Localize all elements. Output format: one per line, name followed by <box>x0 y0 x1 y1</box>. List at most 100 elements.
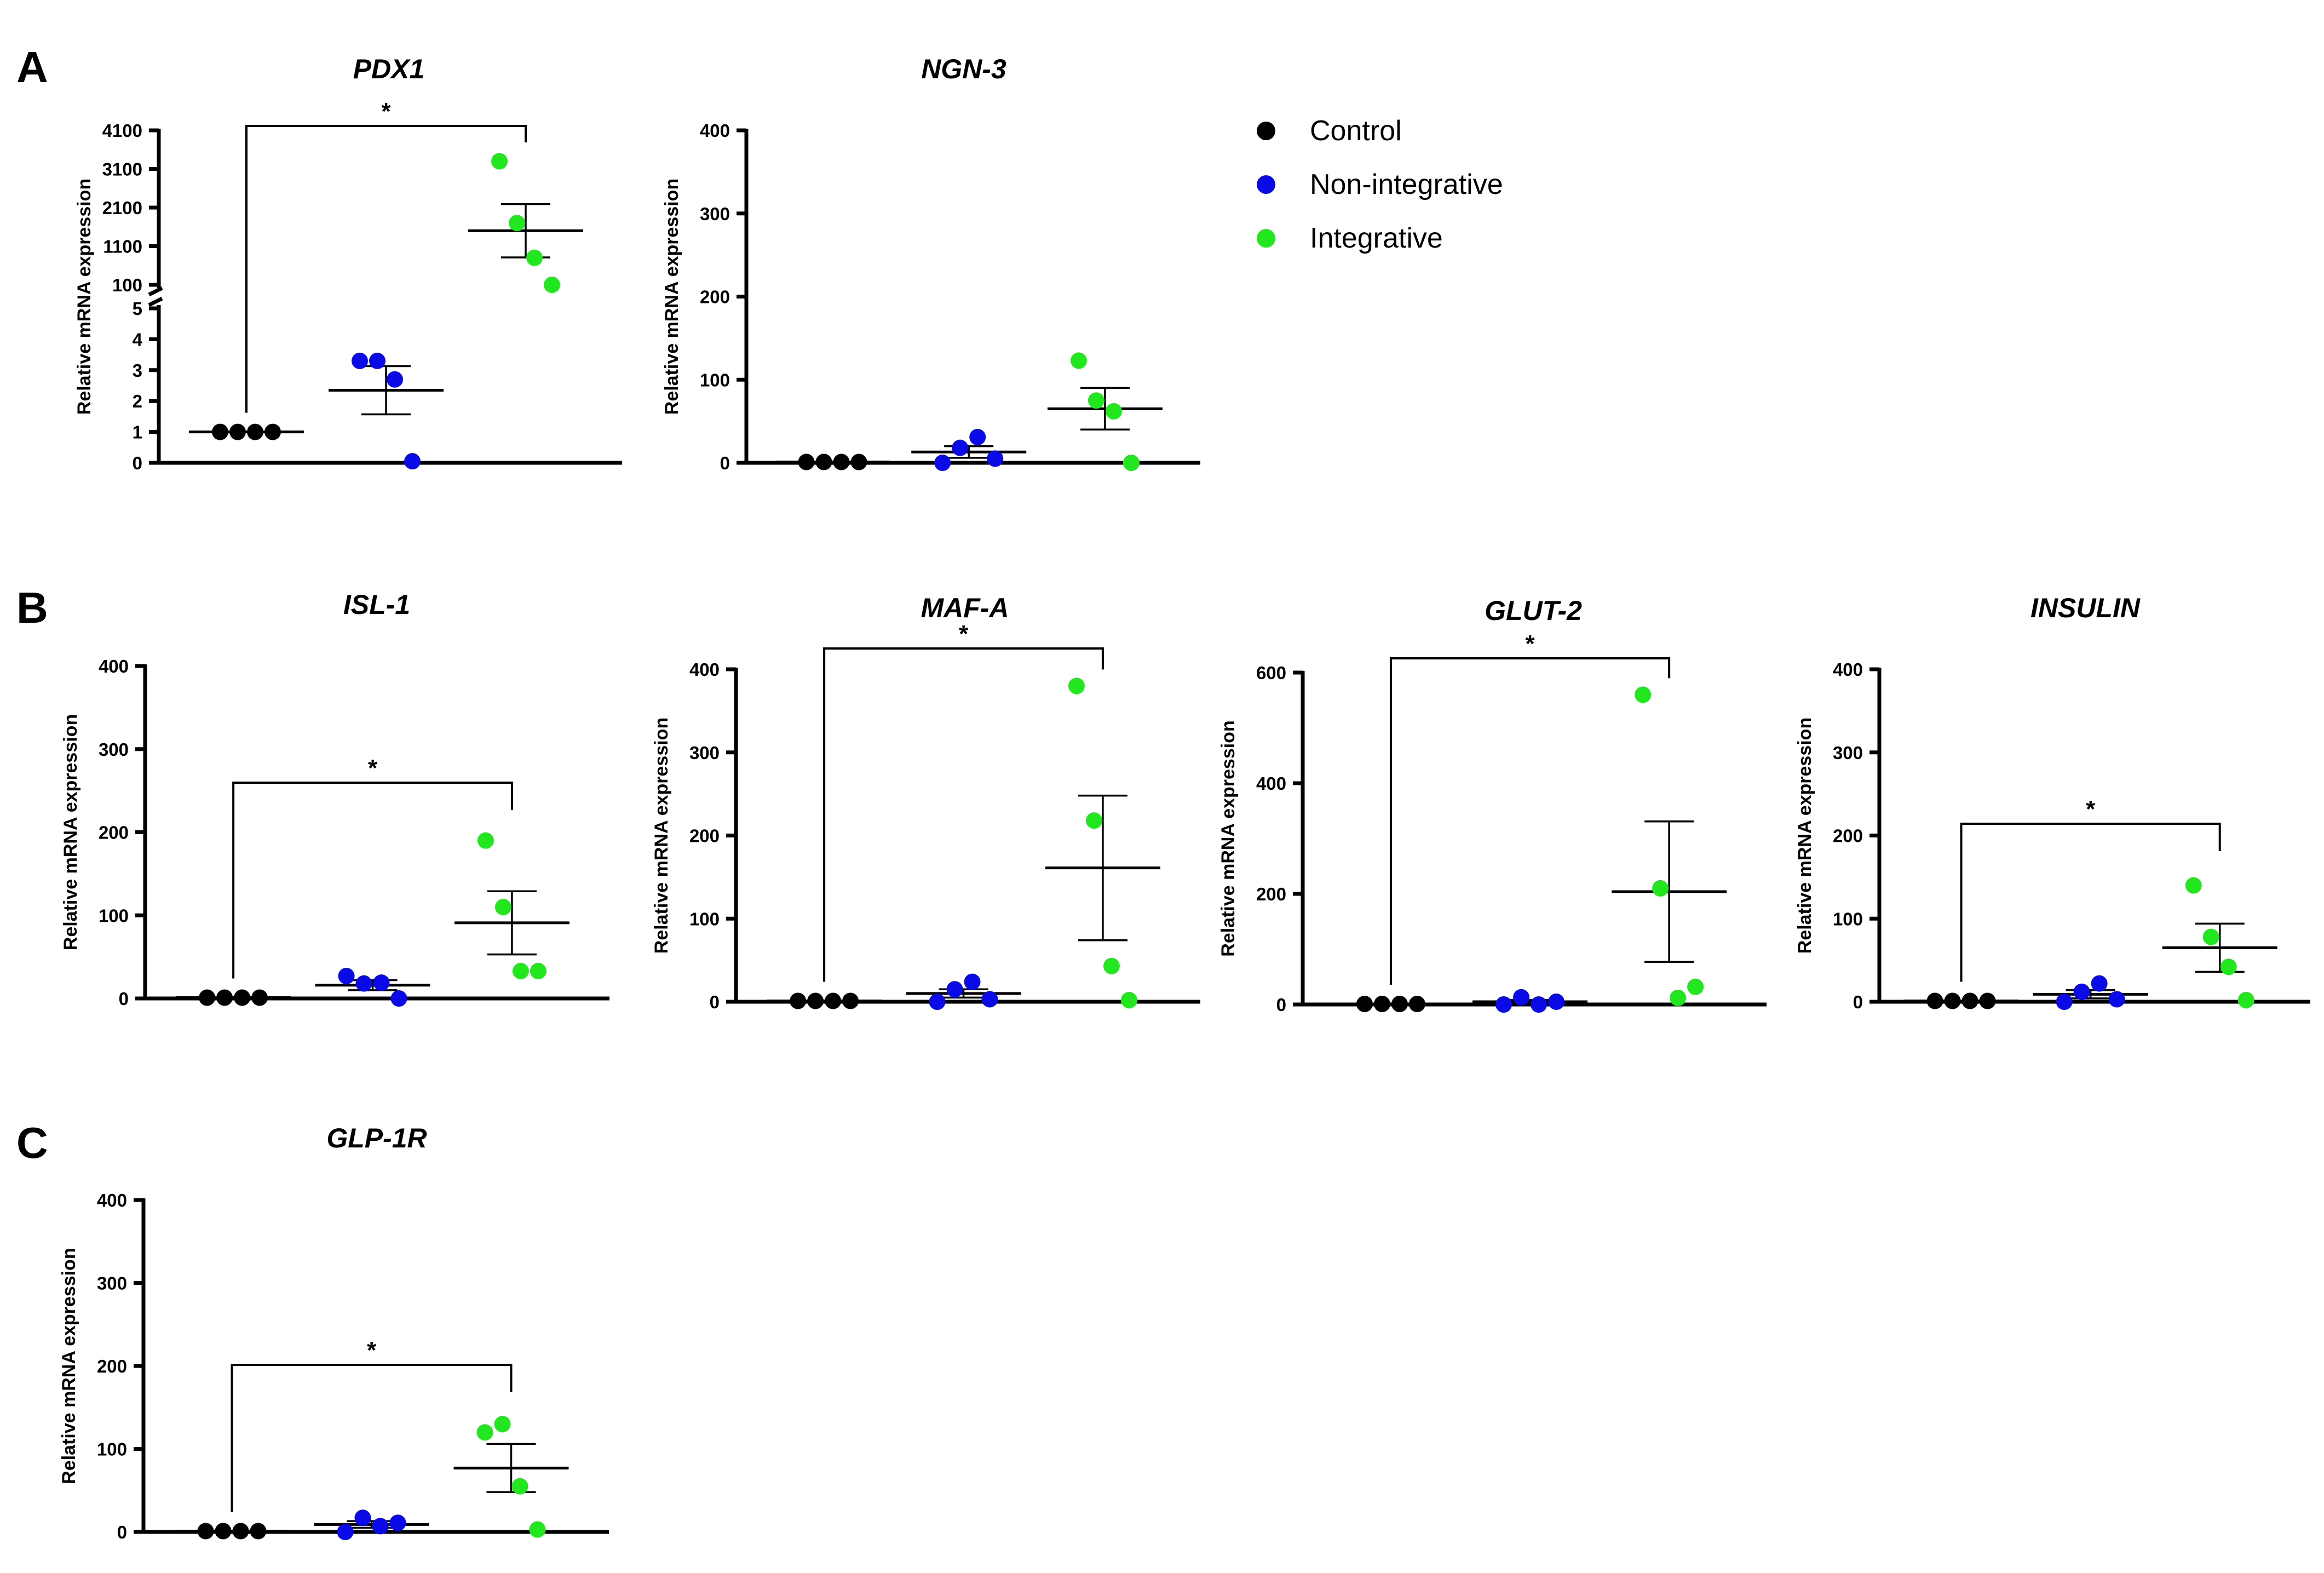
insulin-y-tick-label: 0 <box>1853 992 1863 1012</box>
isl1-significance-bracket <box>232 782 513 979</box>
mafa-control-point <box>790 992 807 1009</box>
insulin-control-point <box>1961 992 1978 1009</box>
pdx1-axis-break-mark <box>148 286 163 297</box>
mafa-significance-star: * <box>959 621 969 647</box>
mafa-non-integrative-point <box>929 994 946 1010</box>
glut2-y-axis-label: Relative mRNA expression <box>1218 720 1239 956</box>
legend-marker-integrative <box>1257 229 1275 248</box>
mafa-y-tick-label: 0 <box>710 992 720 1012</box>
mafa-control-point <box>842 992 859 1009</box>
panel-letter-a: A <box>16 43 48 91</box>
pdx1-integrative-point <box>491 153 508 170</box>
glut2-integrative-point <box>1670 989 1687 1006</box>
pdx1-y-tick-label: 1 <box>133 422 142 443</box>
isl1-control-point <box>216 989 233 1006</box>
pdx1-integrative-point <box>526 249 543 266</box>
legend-label-control: Control <box>1310 115 1402 147</box>
insulin-y-tick-label: 400 <box>1833 659 1863 680</box>
isl1-control-point <box>251 989 268 1006</box>
legend-marker-non-integrative <box>1257 175 1275 194</box>
pdx1-control-point <box>212 423 228 440</box>
glut2-control-point <box>1356 995 1373 1012</box>
insulin-non-integrative-point <box>2056 994 2073 1010</box>
glut2-significance-star: * <box>1525 630 1535 657</box>
isl1-integrative-point <box>530 962 547 979</box>
insulin-control-point <box>1979 992 1996 1009</box>
isl1-y-tick-label: 100 <box>99 905 129 926</box>
pdx1-y-axis-label: Relative mRNA expression <box>74 179 95 415</box>
mafa-significance-bracket <box>823 647 1104 982</box>
glp1r-y-tick-label: 400 <box>97 1190 127 1210</box>
insulin-control-point <box>1944 992 1961 1009</box>
isl1-non-integrative-point <box>373 974 390 991</box>
mafa-control-point <box>825 992 842 1009</box>
ngn3-y-tick-label: 0 <box>720 453 730 473</box>
mafa-integrative-point <box>1120 991 1137 1008</box>
pdx1-y-tick-label: 4 <box>133 329 143 349</box>
pdx1-y-tick-label: 3 <box>133 360 142 381</box>
glut2-significance-bracket <box>1389 657 1671 985</box>
glut2-title: GLUT-2 <box>1485 595 1582 626</box>
ngn3-non-integrative-point <box>969 428 986 445</box>
isl1-integrative-point <box>494 899 511 916</box>
glp1r-title: GLP-1R <box>326 1123 427 1153</box>
insulin-title: INSULIN <box>2030 593 2141 623</box>
insulin-y-tick-label: 200 <box>1833 826 1863 846</box>
panel-letter-b: B <box>16 583 48 632</box>
insulin-integrative-point <box>2237 991 2254 1008</box>
glp1r-y-axis-label: Relative mRNA expression <box>59 1248 79 1484</box>
glp1r-significance-bracket <box>231 1364 513 1512</box>
mafa-y-tick-label: 200 <box>689 826 720 846</box>
ngn3-title: NGN-3 <box>921 54 1006 84</box>
glp1r-y-tick-label: 0 <box>117 1522 127 1542</box>
pdx1-y-tick-label: 4100 <box>102 120 142 141</box>
isl1-control-point <box>199 989 216 1006</box>
isl1-non-integrative-point <box>355 975 372 992</box>
chart-glut2: GLUT-2 Relative mRNA expression 0 200 400 600… <box>1218 595 1767 1015</box>
isl1-title: ISL-1 <box>343 589 410 620</box>
insulin-integrative-point <box>2185 877 2202 894</box>
legend: Control Non-integrative Integrative <box>1257 115 1503 254</box>
isl1-y-tick-label: 0 <box>119 989 129 1009</box>
pdx1-non-integrative-point <box>387 371 403 388</box>
glut2-y-tick-label: 600 <box>1256 663 1286 683</box>
isl1-y-tick-label: 300 <box>99 739 129 760</box>
ngn3-y-tick-label: 400 <box>700 120 730 141</box>
isl1-control-point <box>234 989 251 1006</box>
chart-pdx1: PDX1 Relative mRNA expression 0 1 2 3 4 5 100 110… <box>74 54 622 473</box>
pdx1-axis-break-mark <box>148 296 163 307</box>
insulin-non-integrative-point <box>2108 991 2125 1008</box>
insulin-significance-bracket <box>1960 823 2221 982</box>
glp1r-control-point <box>197 1523 214 1540</box>
glut2-non-integrative-point <box>1548 993 1565 1010</box>
chart-glp1r: GLP-1R Relative mRNA expression 0 100 200 300… <box>59 1123 609 1542</box>
glp1r-integrative-point <box>476 1424 493 1441</box>
ngn3-integrative-point <box>1088 392 1105 409</box>
ngn3-y-tick-label: 200 <box>700 287 730 307</box>
mafa-y-tick-label: 300 <box>689 743 720 763</box>
glut2-non-integrative-point <box>1513 989 1530 1006</box>
mafa-title: MAF-A <box>921 593 1009 623</box>
glp1r-integrative-point <box>529 1521 546 1538</box>
mafa-y-tick-label: 100 <box>689 909 720 929</box>
glp1r-y-tick-label: 200 <box>97 1356 127 1376</box>
pdx1-y-tick-label: 2100 <box>102 198 142 218</box>
glut2-y-tick-label: 200 <box>1256 884 1286 904</box>
isl1-integrative-point <box>477 832 494 849</box>
glut2-control-point <box>1373 995 1390 1012</box>
pdx1-significance-bracket <box>245 125 527 413</box>
isl1-y-axis-label: Relative mRNA expression <box>60 714 81 950</box>
pdx1-y-tick-label: 0 <box>133 453 142 473</box>
pdx1-control-point <box>264 423 281 440</box>
glut2-y-tick-label: 0 <box>1276 995 1286 1015</box>
chart-isl1: ISL-1 Relative mRNA expression 0 100 200 300 4… <box>60 589 609 1009</box>
glut2-integrative-point <box>1652 880 1669 897</box>
pdx1-y-tick-label: 5 <box>133 298 142 319</box>
legend-label-non-integrative: Non-integrative <box>1310 169 1503 200</box>
chart-mafa: MAF-A Relative mRNA expression 0 100 200 300 4… <box>651 593 1200 1012</box>
ngn3-non-integrative-point <box>934 455 951 471</box>
panel-letter-c: C <box>16 1118 48 1167</box>
chart-ngn3: NGN-3 Relative mRNA expression 0 100 200 300 4… <box>661 54 1200 473</box>
pdx1-non-integrative-point <box>404 453 421 470</box>
